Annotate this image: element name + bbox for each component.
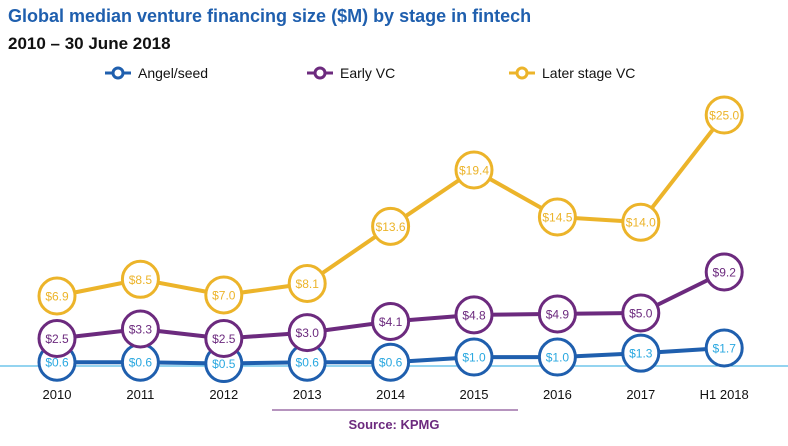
data-point bbox=[621, 333, 661, 373]
x-tick-label: 2013 bbox=[293, 387, 322, 402]
data-label: $13.6 bbox=[376, 220, 406, 234]
series-group: $6.9 $8.5 $7.0 $8.1 $13.6 $19.4 $14.5 $14.0 $25.… bbox=[37, 95, 744, 316]
data-point bbox=[371, 301, 411, 341]
data-label: $2.5 bbox=[45, 332, 69, 346]
legend-marker bbox=[515, 66, 529, 80]
data-label: $3.3 bbox=[129, 323, 153, 337]
legend-label: Angel/seed bbox=[138, 65, 208, 81]
data-point bbox=[204, 319, 244, 358]
data-label: $3.0 bbox=[296, 326, 320, 340]
legend: Angel/seed Early VC Later stage VC bbox=[105, 65, 635, 81]
data-label: $14.5 bbox=[542, 211, 572, 225]
data-label: $1.0 bbox=[462, 351, 486, 365]
data-label: $0.6 bbox=[296, 356, 320, 370]
data-label: $0.6 bbox=[129, 356, 153, 370]
data-point bbox=[287, 313, 327, 353]
data-point bbox=[621, 202, 661, 242]
data-label: $7.0 bbox=[212, 288, 236, 302]
data-point bbox=[371, 206, 411, 246]
data-point bbox=[120, 259, 160, 299]
legend-label: Later stage VC bbox=[542, 65, 635, 81]
data-label: $5.0 bbox=[629, 307, 653, 321]
data-point bbox=[704, 328, 744, 368]
data-label: $0.6 bbox=[379, 356, 403, 370]
source-note: Source: KPMG bbox=[348, 417, 440, 432]
data-label: $4.1 bbox=[379, 315, 403, 329]
data-point bbox=[287, 263, 327, 303]
data-label: $9.2 bbox=[713, 266, 737, 280]
data-label: $25.0 bbox=[709, 109, 739, 123]
data-label: $14.0 bbox=[626, 216, 656, 230]
data-label: $8.1 bbox=[296, 277, 320, 291]
data-label: $0.5 bbox=[212, 357, 236, 371]
data-point bbox=[454, 150, 494, 190]
data-point bbox=[37, 276, 77, 316]
data-point bbox=[704, 252, 744, 292]
data-label: $4.8 bbox=[462, 308, 486, 322]
data-point bbox=[37, 319, 77, 358]
x-tick-label: 2011 bbox=[126, 387, 154, 402]
data-point bbox=[537, 294, 577, 334]
data-point bbox=[120, 309, 160, 349]
x-tick-label: H1 2018 bbox=[700, 387, 749, 402]
series-group: $2.5 $3.3 $2.5 $3.0 $4.1 $4.8 $4.9 $5.0 $9.2 bbox=[37, 252, 744, 358]
x-tick-label: 2016 bbox=[543, 387, 572, 402]
plot-area: $0.6 $0.6 $0.5 $0.6 $0.6 $1.0 $1.0 $1.3 $1.7$2.5… bbox=[37, 95, 744, 384]
data-point bbox=[704, 95, 744, 135]
data-label: $2.5 bbox=[212, 332, 236, 346]
x-tick-label: 2015 bbox=[460, 387, 489, 402]
data-label: $6.9 bbox=[45, 290, 69, 304]
series-group: $0.6 $0.6 $0.5 $0.6 $0.6 $1.0 $1.0 $1.3 $1.7 bbox=[37, 328, 744, 384]
data-point bbox=[621, 293, 661, 333]
data-point bbox=[454, 337, 494, 377]
chart-subtitle: 2010 – 30 June 2018 bbox=[8, 34, 171, 53]
data-point bbox=[371, 342, 411, 382]
data-label: $4.9 bbox=[546, 307, 570, 321]
series-line bbox=[56, 113, 726, 298]
legend-marker bbox=[313, 66, 327, 80]
x-tick-label: 2014 bbox=[376, 387, 405, 402]
data-point bbox=[204, 275, 244, 315]
legend-label: Early VC bbox=[340, 65, 395, 81]
legend-marker bbox=[111, 66, 125, 80]
data-label: $0.6 bbox=[45, 356, 69, 370]
x-tick-label: 2012 bbox=[209, 387, 238, 402]
x-tick-label: 2010 bbox=[43, 387, 72, 402]
x-tick-label: 2017 bbox=[626, 387, 655, 402]
data-label: $1.7 bbox=[713, 342, 737, 356]
data-point bbox=[537, 197, 577, 237]
data-label: $1.0 bbox=[546, 351, 570, 365]
data-label: $19.4 bbox=[459, 164, 489, 178]
data-label: $8.5 bbox=[129, 273, 153, 287]
data-point bbox=[537, 337, 577, 377]
x-axis-tick-labels: 2010 2011 2012 2013 2014 2015 2016 2017 H1 2018 bbox=[43, 387, 749, 402]
data-label: $1.3 bbox=[629, 347, 653, 361]
chart-title: Global median venture financing size ($M… bbox=[8, 6, 532, 26]
data-point bbox=[454, 295, 494, 335]
